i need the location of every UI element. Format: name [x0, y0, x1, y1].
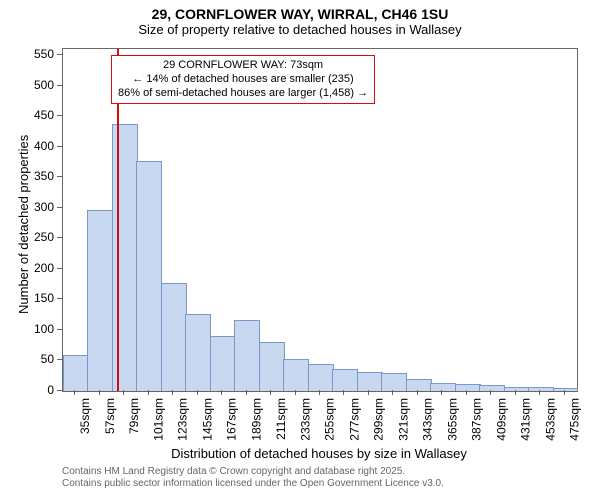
bar	[455, 384, 481, 391]
annotation-line2: ← 14% of detached houses are smaller (23…	[118, 73, 368, 87]
annotation-line1: 29 CORNFLOWER WAY: 73sqm	[118, 59, 368, 73]
bar	[283, 359, 309, 391]
x-tick-mark	[417, 390, 418, 395]
x-tick-mark	[490, 390, 491, 395]
bar	[357, 372, 383, 391]
bar	[136, 161, 162, 391]
x-tick-label: 343sqm	[421, 398, 435, 441]
bar	[185, 314, 211, 391]
x-tick-label: 255sqm	[323, 398, 337, 441]
x-tick-mark	[270, 390, 271, 395]
y-tick-label: 550	[34, 47, 54, 61]
chart-container: { "title": "29, CORNFLOWER WAY, WIRRAL, …	[0, 0, 600, 500]
x-tick-mark	[221, 390, 222, 395]
x-tick-mark	[123, 390, 124, 395]
bar	[381, 373, 407, 391]
y-tick-label: 250	[34, 230, 54, 244]
x-tick-label: 79sqm	[127, 398, 141, 434]
x-tick-mark	[441, 390, 442, 395]
y-tick-label: 300	[34, 200, 54, 214]
x-tick-label: 211sqm	[274, 398, 288, 440]
x-tick-label: 453sqm	[543, 398, 557, 441]
y-tick-mark	[57, 146, 62, 147]
x-tick-label: 57sqm	[103, 398, 117, 434]
y-tick-label: 50	[41, 352, 54, 366]
x-tick-mark	[148, 390, 149, 395]
x-axis-label: Distribution of detached houses by size …	[62, 446, 576, 461]
bar	[406, 379, 432, 391]
y-tick-label: 450	[34, 108, 54, 122]
x-tick-label: 233sqm	[299, 398, 313, 441]
x-tick-mark	[368, 390, 369, 395]
annotation-box: 29 CORNFLOWER WAY: 73sqm ← 14% of detach…	[111, 55, 375, 104]
chart-title: 29, CORNFLOWER WAY, WIRRAL, CH46 1SU	[0, 0, 600, 22]
bar	[259, 342, 285, 391]
x-tick-label: 145sqm	[201, 398, 215, 441]
chart-subtitle: Size of property relative to detached ho…	[0, 22, 600, 41]
bar	[234, 320, 260, 391]
x-tick-mark	[172, 390, 173, 395]
bar	[479, 385, 505, 391]
y-tick-mark	[57, 390, 62, 391]
y-tick-label: 0	[47, 383, 54, 397]
x-tick-label: 321sqm	[396, 398, 410, 441]
bar	[553, 388, 579, 391]
footer-line2: Contains public sector information licen…	[62, 478, 444, 489]
bar	[430, 383, 456, 391]
x-tick-label: 277sqm	[347, 398, 361, 441]
y-axis-label: Number of detached properties	[16, 135, 31, 314]
bar	[63, 355, 89, 391]
x-tick-mark	[539, 390, 540, 395]
x-tick-mark	[295, 390, 296, 395]
x-tick-mark	[246, 390, 247, 395]
x-tick-label: 409sqm	[494, 398, 508, 441]
bar	[210, 336, 236, 391]
y-tick-mark	[57, 207, 62, 208]
y-tick-mark	[57, 268, 62, 269]
bar	[308, 364, 334, 391]
y-tick-mark	[57, 298, 62, 299]
y-tick-mark	[57, 176, 62, 177]
bar	[528, 387, 554, 391]
x-tick-mark	[564, 390, 565, 395]
x-tick-mark	[466, 390, 467, 395]
plot-area: 29 CORNFLOWER WAY: 73sqm ← 14% of detach…	[62, 48, 578, 392]
bar	[161, 283, 187, 391]
y-tick-mark	[57, 115, 62, 116]
y-tick-label: 100	[34, 322, 54, 336]
x-tick-label: 123sqm	[176, 398, 190, 441]
x-tick-mark	[515, 390, 516, 395]
x-tick-mark	[392, 390, 393, 395]
y-tick-mark	[57, 85, 62, 86]
x-tick-label: 189sqm	[250, 398, 264, 441]
y-tick-label: 200	[34, 261, 54, 275]
bar	[332, 369, 358, 391]
annotation-line3: 86% of semi-detached houses are larger (…	[118, 87, 368, 101]
x-tick-label: 167sqm	[225, 398, 239, 441]
x-tick-label: 475sqm	[568, 398, 582, 441]
bar	[87, 210, 113, 391]
y-tick-mark	[57, 329, 62, 330]
y-tick-mark	[57, 359, 62, 360]
y-tick-label: 500	[34, 78, 54, 92]
y-tick-label: 350	[34, 169, 54, 183]
x-tick-label: 299sqm	[372, 398, 386, 441]
y-tick-mark	[57, 237, 62, 238]
bar	[504, 387, 530, 391]
x-tick-label: 387sqm	[470, 398, 484, 441]
x-tick-mark	[319, 390, 320, 395]
x-tick-label: 101sqm	[152, 398, 166, 441]
x-tick-label: 35sqm	[78, 398, 92, 434]
y-tick-label: 400	[34, 139, 54, 153]
x-tick-label: 365sqm	[445, 398, 459, 441]
footer-line1: Contains HM Land Registry data © Crown c…	[62, 466, 405, 477]
x-tick-label: 431sqm	[519, 398, 533, 441]
x-tick-mark	[343, 390, 344, 395]
x-tick-mark	[99, 390, 100, 395]
y-tick-label: 150	[34, 291, 54, 305]
x-tick-mark	[197, 390, 198, 395]
y-tick-mark	[57, 54, 62, 55]
x-tick-mark	[74, 390, 75, 395]
